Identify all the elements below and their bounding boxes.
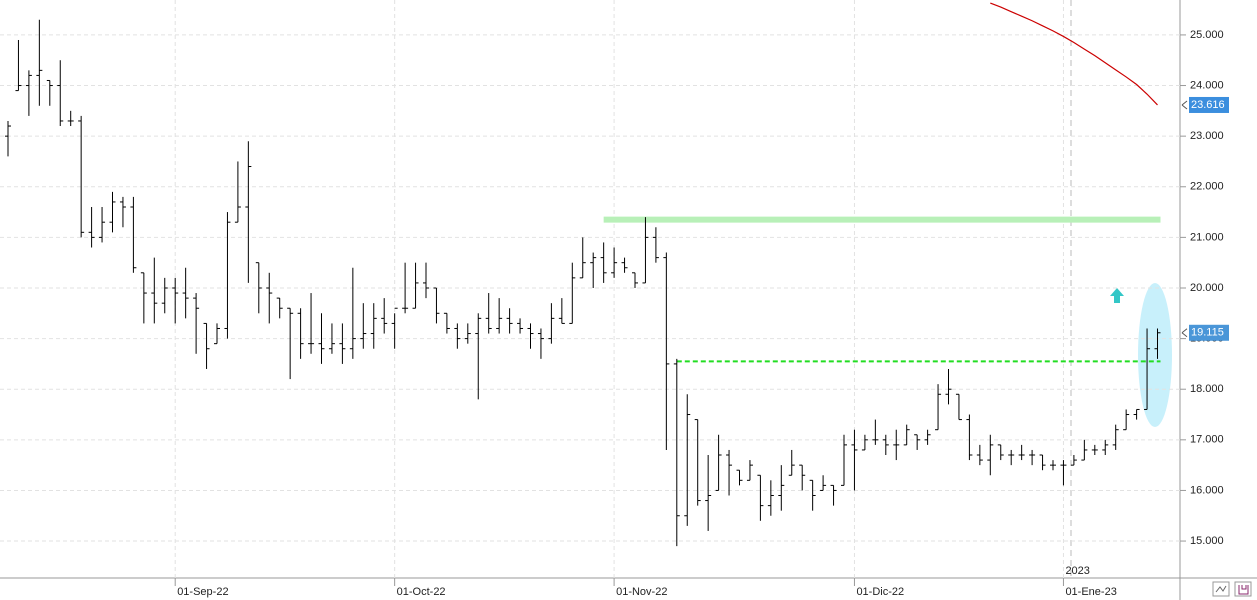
- up-arrow: [1110, 288, 1124, 303]
- x-tick-label: 01-Oct-22: [397, 586, 446, 598]
- y-tick-label: 23.000: [1190, 130, 1224, 142]
- price-tag: [1189, 96, 1229, 113]
- y-tick-label: 18.000: [1190, 383, 1224, 395]
- price-tag-pointer: [1181, 328, 1188, 338]
- moving-average: [990, 2, 1158, 106]
- price-tag-label: 19.115: [1191, 327, 1224, 339]
- x-tick-label: 01-Ene-23: [1065, 586, 1116, 598]
- toolbar-icon: [1215, 585, 1227, 593]
- y-tick-label: 25.000: [1190, 29, 1224, 41]
- year-label: 2023: [1065, 565, 1089, 577]
- y-tick-label: 24.000: [1190, 79, 1224, 91]
- y-tick-label: 22.000: [1190, 181, 1224, 193]
- y-tick-label: 17.000: [1190, 434, 1224, 446]
- y-tick-label: 15.000: [1190, 535, 1224, 547]
- x-tick-label: 01-Sep-22: [177, 586, 228, 598]
- y-tick-label: 20.000: [1190, 282, 1224, 294]
- price-tag: [1189, 324, 1229, 341]
- price-tag-pointer: [1181, 100, 1188, 110]
- x-tick-label: 01-Dic-22: [856, 586, 904, 598]
- toolbar-icon: [1238, 585, 1249, 595]
- price-tag-label: 23.616: [1191, 99, 1225, 111]
- x-tick-label: 01-Nov-22: [616, 586, 667, 598]
- y-tick-label: 16.000: [1190, 484, 1224, 496]
- highlight-ellipse: [1138, 283, 1172, 427]
- y-tick-label: 21.000: [1190, 231, 1224, 243]
